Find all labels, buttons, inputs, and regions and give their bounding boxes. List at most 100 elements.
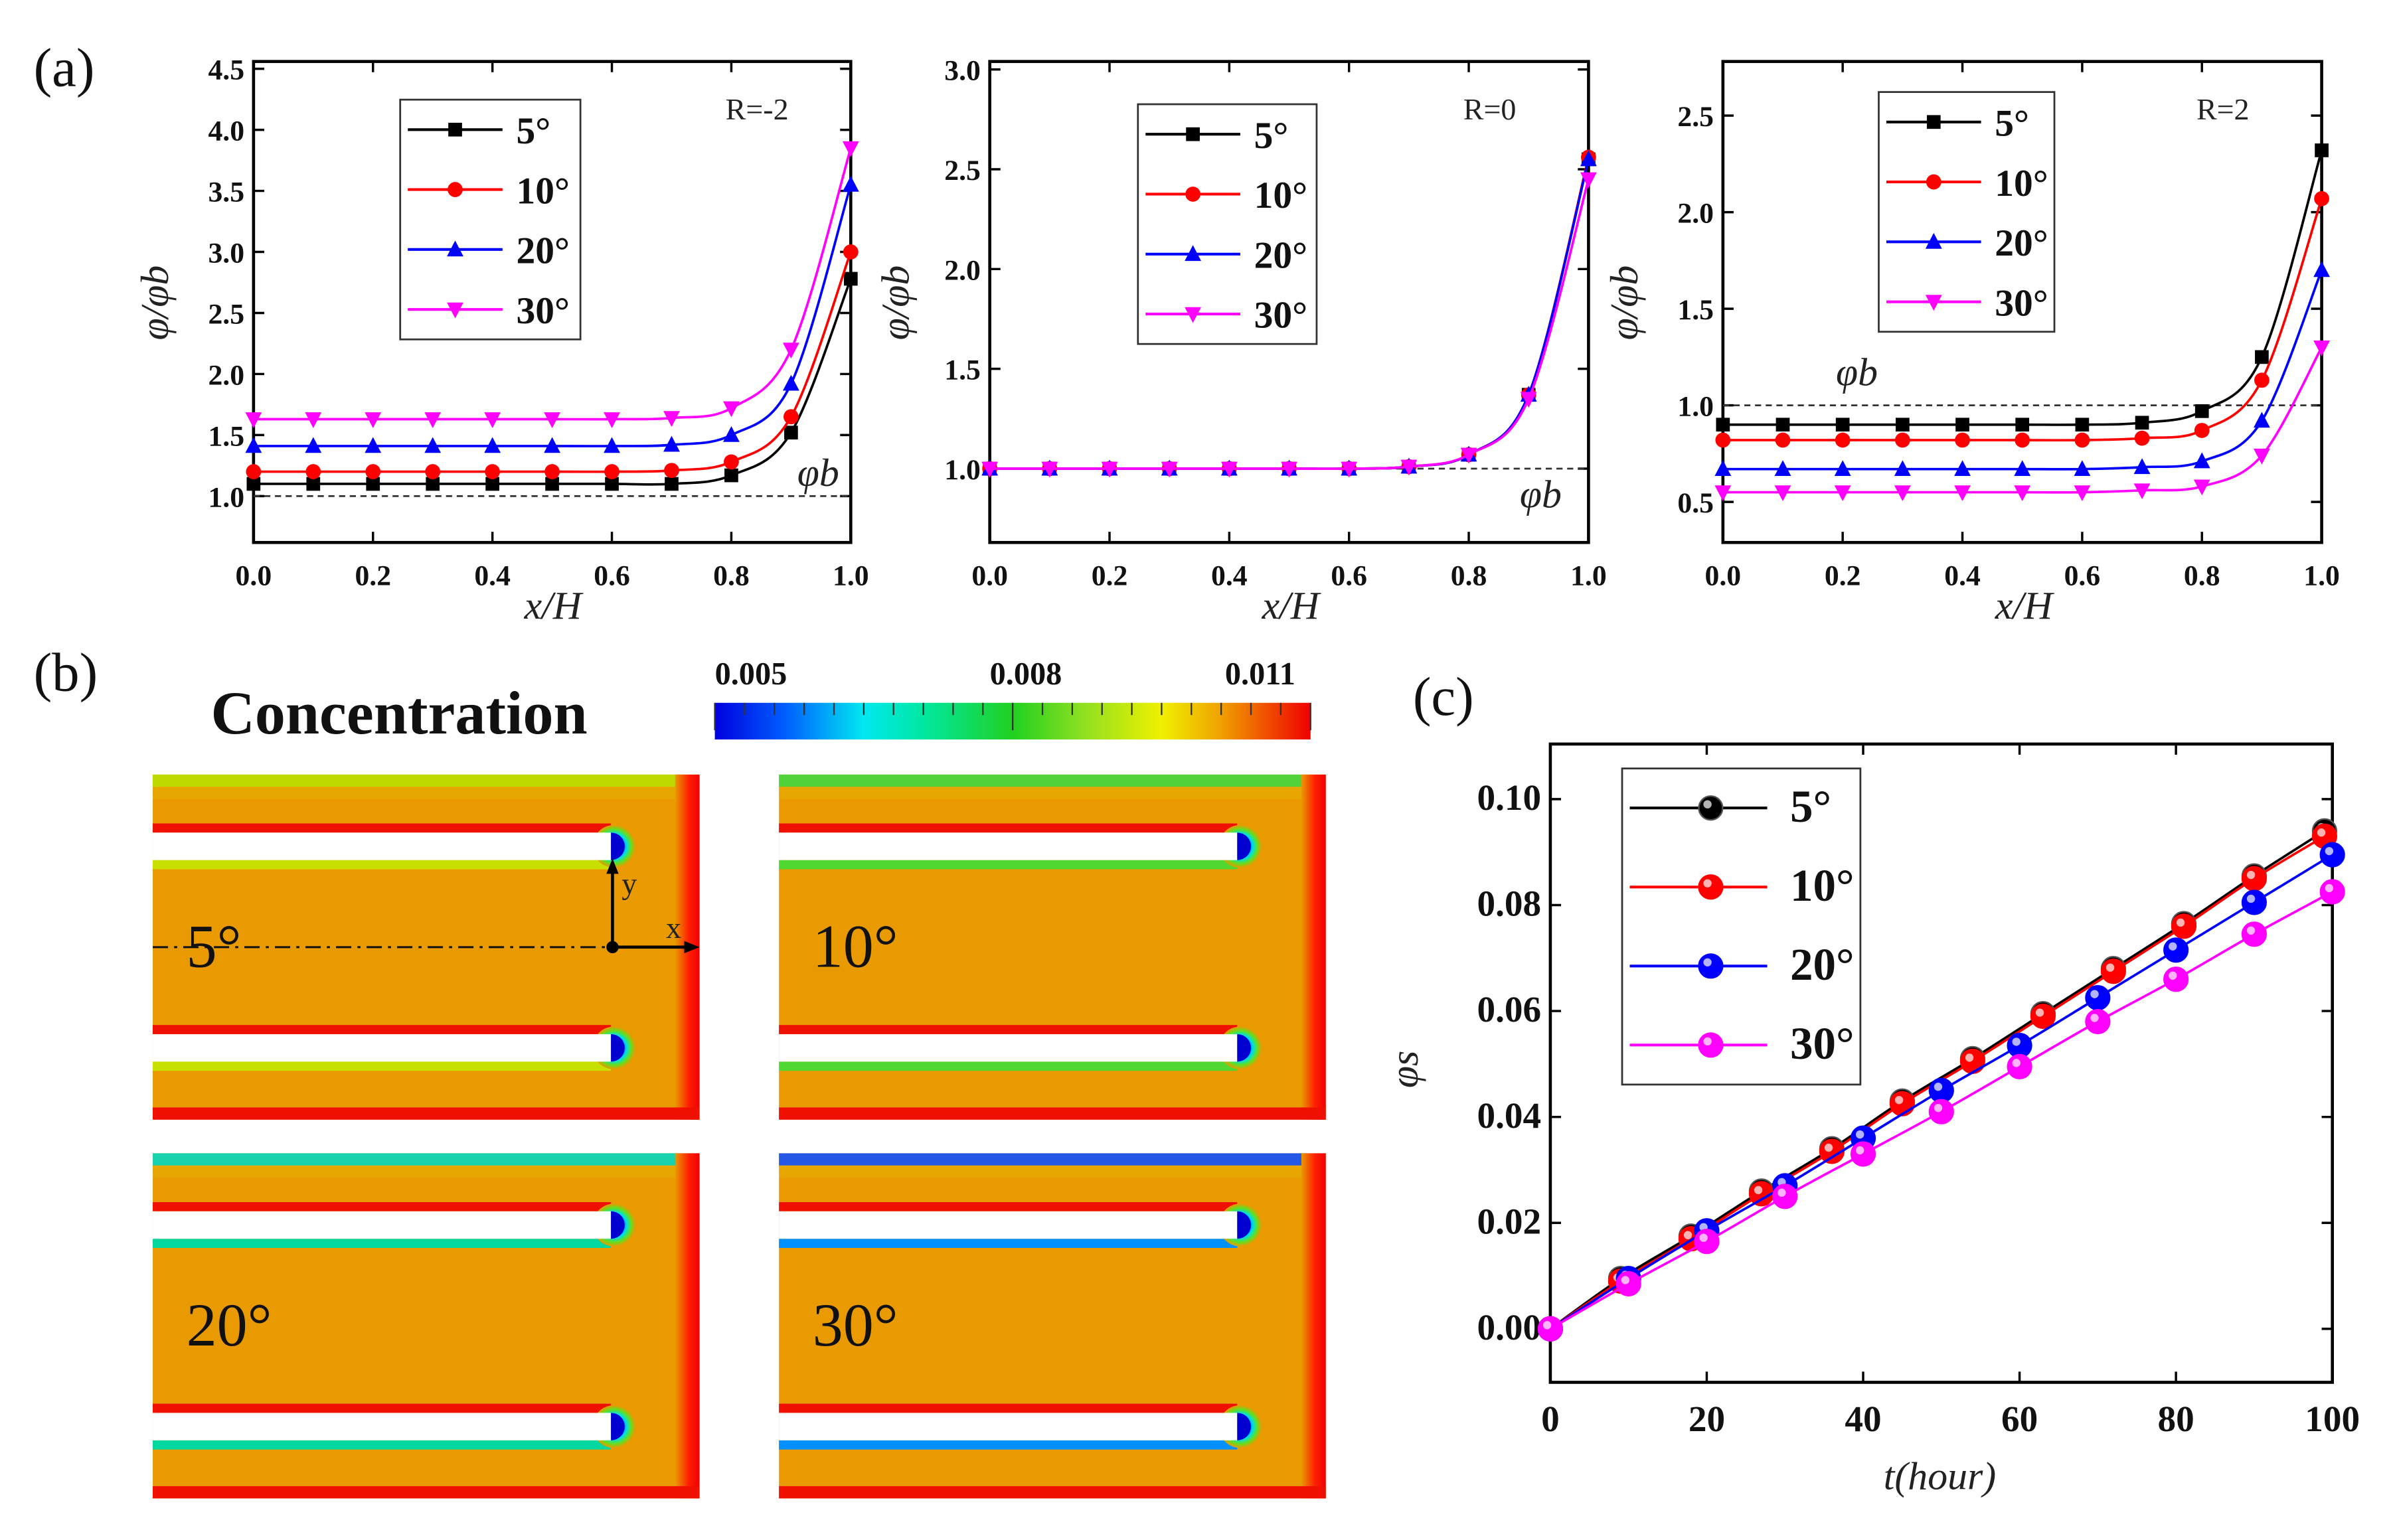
- arrow-x-icon: [684, 941, 700, 954]
- data-point: [2254, 372, 2270, 388]
- y-tick-label: 1.0: [944, 454, 981, 486]
- data-point: [305, 464, 321, 479]
- arrow-y-icon: [606, 858, 619, 874]
- data-point: [843, 271, 858, 286]
- x-tick-label: 0.8: [713, 560, 750, 592]
- y-tick-label: 0.04: [1477, 1095, 1542, 1136]
- data-point: [604, 412, 620, 428]
- data-point: [2314, 191, 2329, 206]
- data-point: [1926, 174, 1941, 190]
- data-point: [1774, 485, 1791, 502]
- data-point: [2241, 866, 2267, 891]
- contour-panel: 30°: [779, 1153, 1326, 1499]
- y-tick-label: 2.0: [208, 360, 244, 392]
- data-point: [604, 464, 619, 479]
- channel-slot: [779, 1034, 1238, 1062]
- x-tick-label: 0.6: [2064, 560, 2101, 592]
- y-tick-label: 4.0: [208, 116, 244, 147]
- legend-label: 30°: [1254, 295, 1308, 337]
- x-tick-label: 20: [1689, 1399, 1725, 1439]
- colorbar-ticks: [714, 702, 1311, 731]
- x-tick-label: 0.4: [1944, 560, 1981, 592]
- x-tick-label: 0: [1541, 1399, 1560, 1439]
- data-point: [426, 477, 440, 491]
- y-axis-label: φ/φb: [1602, 266, 1646, 341]
- y-tick-label: 1.5: [944, 354, 981, 386]
- data-point: [1955, 432, 1970, 448]
- data-point: [1889, 1091, 1915, 1116]
- data-point: [245, 412, 262, 428]
- data-point: [1161, 461, 1178, 478]
- legend-label: 10°: [517, 170, 570, 212]
- data-point: [2319, 842, 2345, 868]
- data-point: [246, 477, 261, 491]
- data-point: [1220, 461, 1238, 478]
- data-point: [2085, 985, 2111, 1011]
- x-tick-label: 0.2: [1092, 560, 1128, 592]
- x-tick-label: 0.6: [594, 560, 630, 592]
- data-point: [1835, 432, 1851, 448]
- data-point: [2100, 959, 2126, 984]
- data-point: [485, 477, 499, 491]
- data-point: [1101, 461, 1118, 478]
- y-tick-label: 1.5: [1677, 294, 1714, 326]
- data-point: [1694, 1229, 1720, 1255]
- channel-slot: [153, 1034, 612, 1062]
- data-point: [245, 437, 262, 453]
- legend-label: 5°: [1790, 781, 1831, 832]
- angle-label: 20°: [187, 1291, 272, 1359]
- data-point: [724, 454, 739, 470]
- y-tick-label: 2.0: [944, 254, 981, 286]
- x-tick-label: 0.6: [1331, 560, 1367, 592]
- contour-title: Concentration: [210, 679, 587, 747]
- coordinate-axes: yx: [153, 858, 700, 954]
- data-point: [366, 477, 380, 491]
- legend-label: 10°: [1254, 175, 1308, 216]
- legend-label: 10°: [1790, 860, 1855, 911]
- data-point: [2014, 485, 2031, 502]
- angle-label: 10°: [813, 913, 898, 980]
- data-point: [665, 477, 679, 491]
- data-point: [1580, 172, 1597, 189]
- data-point: [2194, 404, 2209, 418]
- data-point: [1185, 307, 1202, 323]
- y-tick-label: 1.5: [208, 421, 244, 453]
- plot-frame: [1548, 742, 2334, 1384]
- x-tick-label: 0.2: [1825, 560, 1861, 592]
- data-point: [544, 437, 561, 453]
- data-point: [1928, 1077, 1954, 1103]
- data-point: [605, 477, 619, 491]
- data-point: [1714, 460, 1732, 477]
- y-tick-label: 4.5: [208, 54, 244, 86]
- data-point: [663, 411, 680, 427]
- data-point: [1772, 1184, 1798, 1209]
- reference-label: φb: [1520, 472, 1562, 516]
- data-point: [1185, 187, 1200, 202]
- x-tick-label: 1.0: [833, 560, 869, 592]
- x-tick-label: 0.2: [355, 560, 391, 592]
- data-point: [424, 437, 442, 453]
- data-point: [723, 425, 740, 442]
- data-point: [1698, 874, 1724, 900]
- data-point: [484, 412, 501, 428]
- data-point: [2085, 1008, 2111, 1035]
- legend-label: 10°: [1995, 163, 2048, 204]
- data-point: [448, 122, 462, 137]
- data-point: [1400, 459, 1418, 476]
- angle-label: 30°: [813, 1291, 898, 1359]
- channel-slot: [779, 1211, 1238, 1239]
- data-point: [604, 437, 620, 453]
- legend-label: 30°: [517, 290, 570, 332]
- data-point: [2255, 350, 2269, 364]
- channel-slot: [779, 1413, 1238, 1440]
- series-line: [253, 278, 853, 486]
- data-point: [2007, 1032, 2032, 1059]
- r-annotation: R=0: [1463, 92, 1517, 126]
- reference-label: φb: [1836, 350, 1878, 394]
- channel-slot: [153, 1211, 612, 1239]
- data-point: [1776, 418, 1790, 432]
- x-tick-label: 0.0: [1705, 560, 1742, 592]
- data-point: [2319, 879, 2345, 905]
- data-point: [448, 182, 463, 197]
